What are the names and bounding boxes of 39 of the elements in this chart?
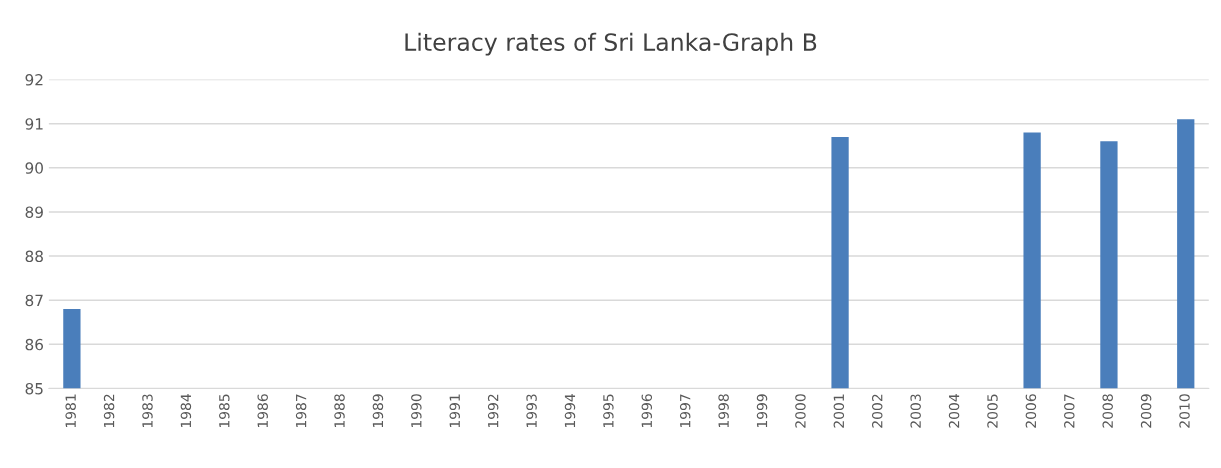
x-tick-label: 2010: [1179, 394, 1190, 428]
y-tick-label: 89: [25, 206, 43, 218]
x-tick-label: 1993: [526, 394, 537, 428]
y-tick-label: 92: [25, 74, 43, 86]
x-tick-label: 2009: [1140, 394, 1152, 428]
x-tick-label: 1996: [641, 394, 653, 428]
x-tick-label: 1981: [65, 394, 76, 428]
x-tick-label: 1986: [257, 394, 268, 428]
x-tick-label: 1998: [718, 394, 729, 428]
y-tick-label: 90: [25, 162, 43, 174]
x-tick-label: 2008: [1102, 394, 1113, 428]
x-tick-label: 1992: [487, 394, 499, 428]
chart-title: Literacy rates of Sri Lanka-Graph B: [405, 32, 817, 56]
y-tick-label: 88: [25, 250, 43, 263]
x-tick-label: 1988: [334, 394, 345, 428]
x-tick-label: 1987: [295, 394, 307, 428]
x-tick-label: 2001: [833, 394, 845, 428]
x-tick-label: 1990: [411, 394, 422, 428]
y-tick-label: 91: [25, 118, 43, 130]
x-tick-label: 1984: [180, 394, 192, 428]
x-tick-label: 1985: [219, 394, 230, 428]
x-tick-label: 1989: [372, 394, 384, 428]
x-tick-label: 2006: [1025, 394, 1037, 428]
y-tick-label: 85: [25, 382, 43, 395]
x-tick-label: 1997: [679, 394, 691, 428]
x-tick-label: 1982: [103, 394, 115, 428]
x-tick-label: 2004: [948, 394, 960, 428]
x-tick-label: 1983: [142, 394, 153, 428]
x-tick-label: 2003: [910, 394, 921, 428]
x-tick-label: 1994: [564, 394, 576, 428]
y-tick-label: 87: [25, 294, 43, 307]
x-tick-label: 2000: [795, 394, 806, 428]
x-tick-label: 2005: [987, 394, 998, 428]
x-tick-label: 1999: [756, 394, 768, 428]
x-tick-label: 1995: [603, 394, 614, 428]
x-tick-label: 2007: [1064, 394, 1075, 428]
x-tick-label: 1991: [449, 394, 460, 428]
x-tick-label: 2002: [872, 394, 883, 428]
y-tick-label: 86: [25, 338, 44, 351]
